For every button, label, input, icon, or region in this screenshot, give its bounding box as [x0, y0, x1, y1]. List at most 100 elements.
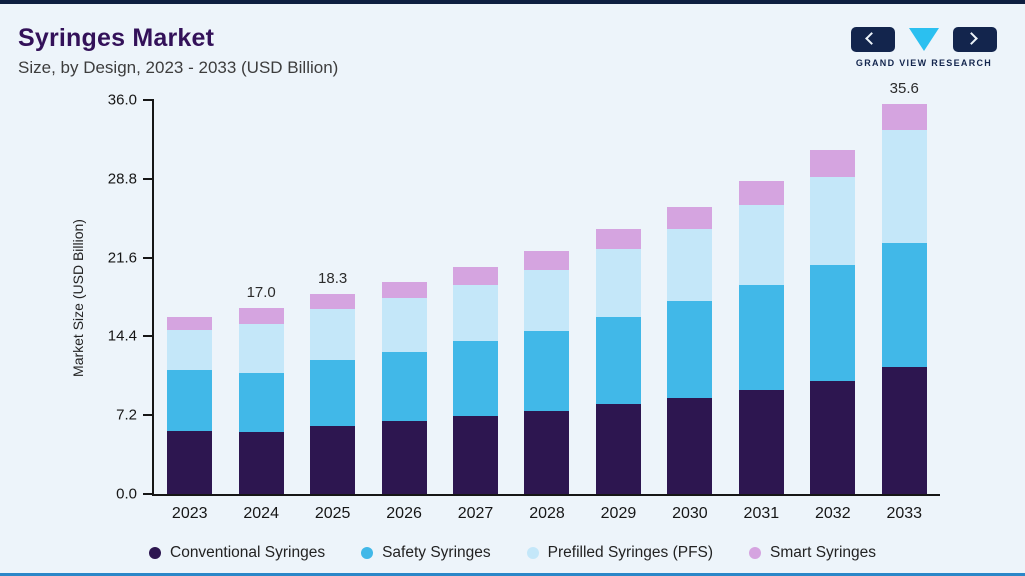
x-tick-label-2024: 2024 [243, 505, 279, 522]
legend-item-smart-syringes[interactable]: Smart Syringes [749, 544, 876, 562]
bar-segment-smart-syringes [667, 207, 713, 230]
y-tick-label: 36.0 [107, 91, 137, 109]
bar-segment-conventional-syringes [167, 430, 213, 495]
x-tick-label-2026: 2026 [386, 505, 422, 522]
bar-segment-safety-syringes [238, 372, 284, 432]
bar-stack-2027 [453, 267, 499, 494]
bar-group-2031[interactable] [726, 100, 797, 494]
bar-stack-2029 [595, 229, 641, 494]
y-tick-label: 0.0 [116, 485, 137, 503]
legend-label: Conventional Syringes [170, 544, 326, 561]
bar-segment-smart-syringes [881, 104, 927, 130]
bar-group-2029[interactable] [583, 100, 654, 494]
bar-segment-safety-syringes [667, 301, 713, 398]
bar-group-2027[interactable] [440, 100, 511, 494]
bar-stack-2030 [667, 207, 713, 495]
chevron-left-icon [865, 31, 878, 45]
bar-segment-conventional-syringes [310, 426, 356, 495]
y-tick-0.0: 0.0 [116, 486, 154, 503]
bar-segment-prefilled-syringes-pfs [810, 176, 856, 266]
bar-segment-conventional-syringes [738, 390, 784, 494]
bar-group-2026[interactable] [368, 100, 439, 495]
bar-total-label-2025: 18.3 [318, 269, 348, 287]
bar-segment-conventional-syringes [238, 431, 284, 494]
y-tick-14.4: 14.4 [108, 328, 154, 345]
x-tick-label-2028: 2028 [529, 505, 565, 522]
bars: 17.0 18.3 35.6 [154, 80, 940, 495]
legend-item-safety-syringes[interactable]: Safety Syringes [361, 544, 491, 562]
legend-label: Smart Syringes [770, 544, 876, 561]
bar-segment-conventional-syringes [595, 404, 641, 494]
y-tick-36.0: 36.0 [108, 92, 154, 109]
top-accent-bar [0, 0, 1025, 4]
bar-segment-safety-syringes [881, 243, 927, 368]
bar-stack-2024 [238, 307, 284, 494]
bar-segment-safety-syringes [310, 360, 356, 427]
y-tick-label: 28.8 [107, 170, 137, 188]
y-tick-label: 14.4 [107, 327, 137, 345]
bar-segment-safety-syringes [595, 316, 641, 405]
bar-segment-smart-syringes [167, 316, 213, 330]
bar-group-2023[interactable] [154, 100, 225, 495]
bar-segment-smart-syringes [738, 181, 784, 206]
bottom-accent-bar [0, 573, 1025, 576]
brand-tile-left-icon [851, 26, 895, 52]
bar-segment-smart-syringes [238, 307, 284, 325]
bar-stack-2032 [810, 150, 856, 494]
brand-logo-graphics [849, 26, 999, 52]
bar-segment-safety-syringes [524, 330, 570, 411]
bar-segment-smart-syringes [810, 150, 856, 177]
legend-color-dot-icon [526, 547, 539, 559]
legend-item-conventional-syringes[interactable]: Conventional Syringes [149, 544, 325, 562]
legend-item-prefilled-syringes-pfs[interactable]: Prefilled Syringes (PFS) [526, 544, 714, 562]
bar-segment-prefilled-syringes-pfs [881, 129, 927, 244]
bar-group-2024[interactable]: 17.0 [225, 100, 296, 494]
bar-group-2032[interactable] [797, 100, 868, 494]
bar-segment-safety-syringes [453, 340, 499, 417]
bar-segment-conventional-syringes [524, 410, 570, 494]
legend-color-dot-icon [361, 547, 374, 559]
x-tick-label-2027: 2027 [457, 505, 494, 522]
bar-group-2030[interactable] [654, 100, 725, 495]
y-tick-21.6: 21.6 [108, 249, 154, 266]
legend-label: Safety Syringes [382, 544, 491, 561]
x-tick-label-2025: 2025 [314, 505, 351, 522]
x-tick-label-2023: 2023 [171, 505, 208, 522]
brand-tile-right-icon [953, 26, 997, 52]
plot-area: 36.0 28.8 21.6 14.4 7.2 0.0 17.0 18.3 35.6 2023… [108, 80, 940, 522]
bar-stack-2031 [738, 181, 784, 494]
bar-segment-prefilled-syringes-pfs [167, 329, 213, 371]
chart: 36.0 28.8 21.6 14.4 7.2 0.0 17.0 18.3 35.6 2023… [108, 80, 940, 522]
page-title: Syringes Market [18, 24, 215, 52]
x-tick-label-2030: 2030 [672, 505, 708, 522]
legend-color-dot-icon [149, 547, 161, 559]
chevron-right-icon [965, 31, 978, 45]
bar-segment-safety-syringes [738, 284, 784, 391]
bar-segment-conventional-syringes [381, 420, 427, 495]
legend: Conventional Syringes Safety Syringes Pref… [0, 544, 1025, 562]
bar-segment-smart-syringes [381, 281, 427, 299]
y-axis-title: Market Size (USD Billion) [70, 219, 86, 377]
brand-logo: GRAND VIEW RESEARCH [849, 26, 999, 68]
bar-segment-conventional-syringes [453, 416, 499, 494]
x-tick-label-2033: 2033 [886, 505, 923, 522]
bar-group-2028[interactable] [511, 100, 582, 494]
bar-group-2033[interactable]: 35.6 [869, 80, 940, 494]
bar-segment-prefilled-syringes-pfs [381, 298, 427, 352]
legend-color-dot-icon [749, 547, 762, 559]
legend-label: Prefilled Syringes (PFS) [547, 544, 714, 561]
chart-header: Syringes Market Size, by Design, 2023 - … [18, 24, 338, 78]
x-tick-label-2032: 2032 [815, 505, 851, 522]
bar-segment-smart-syringes [595, 229, 641, 249]
y-tick-label: 21.6 [107, 249, 137, 267]
bar-segment-prefilled-syringes-pfs [238, 324, 284, 373]
bar-total-label-2033: 35.6 [889, 80, 919, 98]
bar-segment-safety-syringes [381, 351, 427, 421]
bar-group-2025[interactable]: 18.3 [297, 100, 368, 495]
bar-stack-2028 [524, 251, 570, 494]
bar-segment-safety-syringes [810, 265, 856, 382]
bar-segment-prefilled-syringes-pfs [667, 229, 713, 302]
bar-segment-safety-syringes [167, 370, 213, 431]
bar-segment-prefilled-syringes-pfs [453, 284, 499, 341]
bar-total-label-2024: 17.0 [246, 283, 276, 301]
